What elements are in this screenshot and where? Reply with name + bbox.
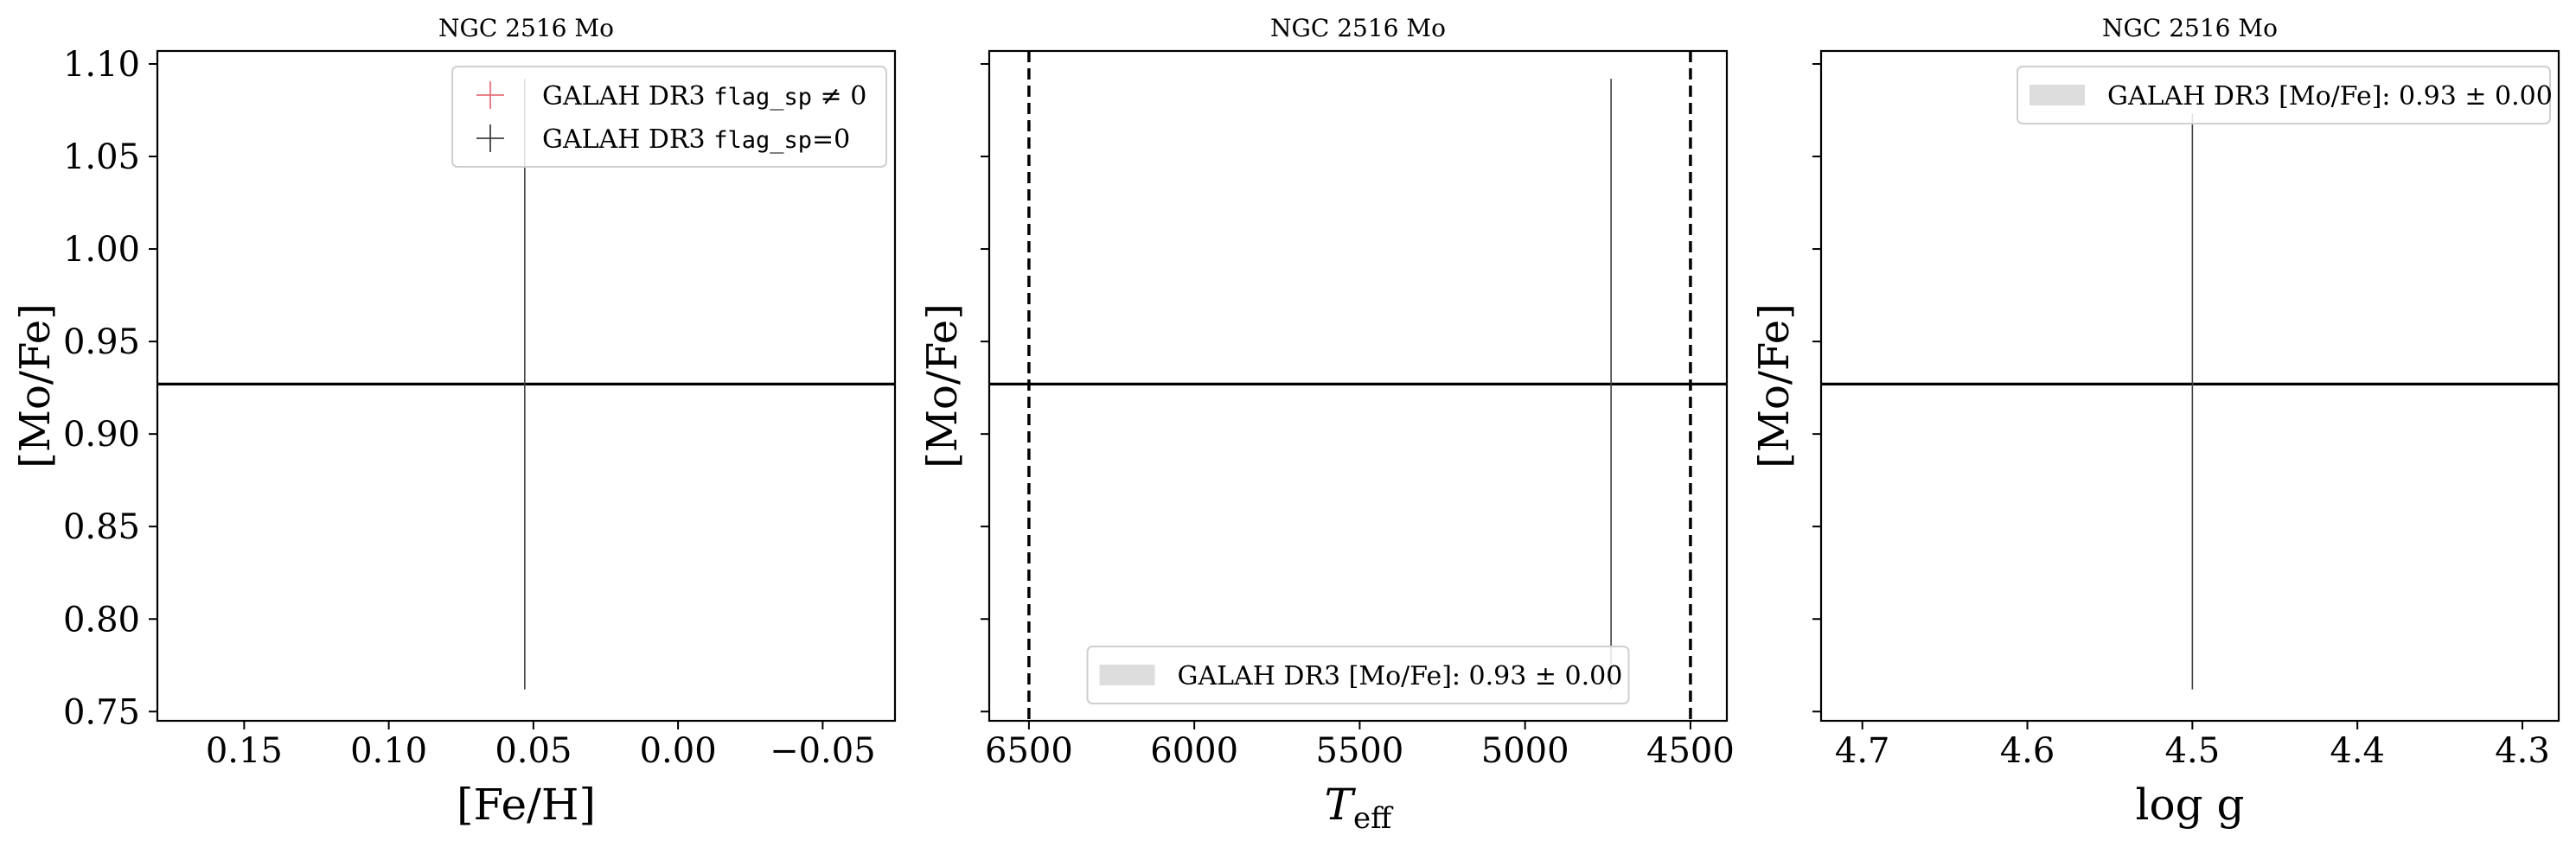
panel-title: NGC 2516 Mo <box>438 14 614 42</box>
x-tick-label: 0.00 <box>640 731 717 771</box>
legend-marker <box>476 81 504 109</box>
legend-box <box>451 66 887 168</box>
y-tick-label: 0.80 <box>63 600 140 640</box>
x-tick-label: 4.5 <box>2165 731 2221 771</box>
x-axis-label: Teff <box>1325 780 1394 836</box>
x-tick-label: 4500 <box>1646 731 1735 771</box>
legend-box <box>2017 66 2551 124</box>
x-tick-label: 6000 <box>1150 731 1238 771</box>
y-axis-label: [Mo/Fe] <box>11 303 60 468</box>
y-tick-label: 0.85 <box>63 507 140 547</box>
y-tick-label: 1.00 <box>63 230 140 270</box>
legend-label: GALAH DR3 [Mo/Fe]: 0.93 ± 0.00 <box>2107 81 2553 111</box>
x-tick-label: 0.05 <box>495 731 572 771</box>
y-axis-label: [Mo/Fe] <box>918 303 967 468</box>
x-tick-label: 6500 <box>985 731 1073 771</box>
panel-3: NGC 2516 Mo 4.7 4.6 4.5 4.4 4.3 log g [Mo/Fe] GA… <box>1750 14 2560 830</box>
x-tick-label: 4.7 <box>1835 731 1890 771</box>
x-axis-label: [Fe/H] <box>457 780 596 830</box>
legend-band-swatch <box>2029 85 2085 105</box>
y-tick-label: 1.10 <box>63 45 140 85</box>
axes-frame <box>156 49 897 723</box>
x-tick-label: 4.6 <box>2000 731 2055 771</box>
legend-marker <box>476 124 504 152</box>
axes-frame <box>1819 49 2560 723</box>
legend: GALAH DR3 flag_sp ≠ 0 GALAH DR3 flag_sp=0 <box>451 66 887 168</box>
panel-title: NGC 2516 Mo <box>1270 14 1446 42</box>
legend-band-swatch <box>1099 665 1155 685</box>
legend-label: GALAH DR3 flag_sp ≠ 0 <box>542 81 866 111</box>
legend-box <box>1086 646 1630 704</box>
y-tick-label: 0.75 <box>63 692 140 732</box>
y-tick-label: 0.90 <box>63 415 140 455</box>
panel-title: NGC 2516 Mo <box>2102 14 2278 42</box>
x-tick-label: 5500 <box>1316 731 1404 771</box>
legend-label: GALAH DR3 flag_sp=0 <box>542 124 850 155</box>
x-axis-label: log g <box>2135 780 2244 830</box>
x-tick-label: 4.4 <box>2330 731 2385 771</box>
y-tick-label: 1.05 <box>63 137 140 177</box>
panel-2: NGC 2516 Mo 6500 6000 5500 5000 4500 Teff [Mo/F… <box>918 14 1735 836</box>
axes-frame <box>988 49 1729 723</box>
x-tick-label: 0.15 <box>206 731 283 771</box>
y-axis-label: [Mo/Fe] <box>1750 303 1799 468</box>
legend: GALAH DR3 [Mo/Fe]: 0.93 ± 0.00 <box>2017 66 2553 124</box>
x-tick-label: −0.05 <box>770 731 876 771</box>
x-tick-label: 4.3 <box>2495 731 2550 771</box>
x-tick-label: 5000 <box>1481 731 1569 771</box>
legend-label: GALAH DR3 [Mo/Fe]: 0.93 ± 0.00 <box>1178 661 1623 691</box>
legend: GALAH DR3 [Mo/Fe]: 0.93 ± 0.00 <box>1086 646 1630 704</box>
panel-1: NGC 2516 Mo 0.15 0.10 0.05 0.00 −0.05 0.75 0.80… <box>11 14 897 830</box>
x-tick-label: 0.10 <box>350 731 427 771</box>
y-tick-label: 0.95 <box>63 322 140 362</box>
